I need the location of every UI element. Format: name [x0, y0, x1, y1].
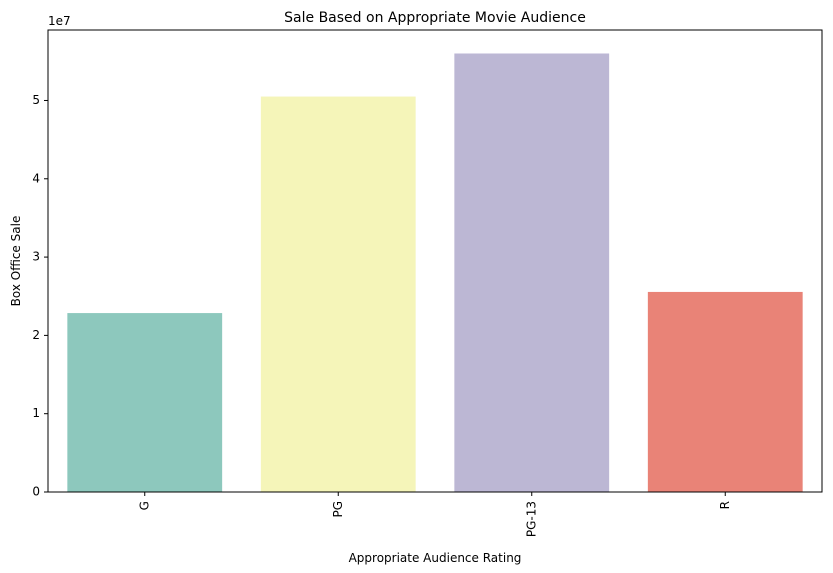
y-tick-label: 4: [32, 171, 40, 185]
chart-title: Sale Based on Appropriate Movie Audience: [284, 10, 586, 26]
x-ticks-group: G PG PG-13 R: [137, 492, 732, 537]
plot-frame: [47, 29, 823, 493]
x-tick-label: R: [718, 501, 732, 509]
x-tick-label: PG-13: [524, 501, 538, 537]
x-tick-label: G: [137, 501, 151, 510]
y-tick-label: 3: [32, 250, 40, 264]
bar-pg-13: [454, 53, 610, 493]
bar-r: [647, 291, 803, 492]
y-ticks-group: 0 1 2 3 4 5: [32, 93, 48, 499]
bars-group: [67, 53, 803, 493]
y-tick-label: 5: [32, 93, 40, 107]
bar-pg: [260, 96, 416, 492]
bar-g: [67, 313, 223, 492]
y-axis-offset-label: 1e7: [48, 14, 71, 28]
x-axis-label: Appropriate Audience Rating: [349, 551, 522, 565]
y-tick-label: 0: [32, 485, 40, 499]
y-axis-label: Box Office Sale: [9, 216, 23, 307]
y-tick-label: 1: [32, 406, 40, 420]
x-tick-label: PG: [331, 501, 345, 518]
y-tick-label: 2: [32, 328, 40, 342]
